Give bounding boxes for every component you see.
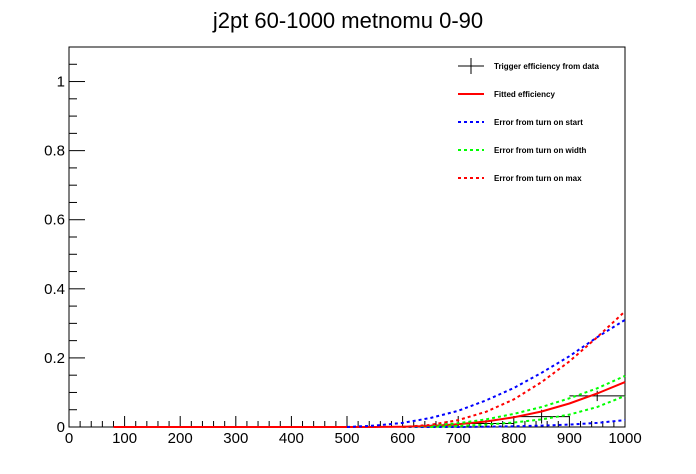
x-tick-label: 900	[557, 430, 582, 447]
series-layer	[107, 310, 626, 428]
series-line-2	[346, 319, 626, 428]
y-tick-label: 0.4	[44, 281, 65, 298]
x-tick-label: 1000	[608, 430, 641, 447]
plot-frame	[68, 46, 626, 428]
x-tick-label: 0	[65, 430, 73, 447]
series-line-4	[402, 374, 626, 428]
x-tick-label: 100	[112, 430, 137, 447]
legend-label: Fitted efficiency	[494, 90, 555, 99]
x-tick-label: 800	[501, 430, 526, 447]
legend-label: Trigger efficiency from data	[494, 62, 599, 71]
y-tick-label: 0.8	[44, 143, 65, 160]
legend-label: Error from turn on width	[494, 146, 587, 155]
legend-label: Error from turn on max	[494, 174, 582, 183]
x-tick-label: 700	[446, 430, 471, 447]
series-line-3	[402, 419, 626, 428]
y-tick-label: 0.6	[44, 212, 65, 229]
series-line-6	[402, 310, 626, 428]
legend: Trigger efficiency from data Fitted effic…	[458, 58, 599, 183]
x-tick-label: 600	[390, 430, 415, 447]
x-tick-label: 400	[279, 430, 304, 447]
axes: 0 100 200 300 400 500 600 700 800 900 1000 0 0.2 0.4 0…	[44, 46, 642, 447]
x-tick-label: 300	[223, 430, 248, 447]
series-line-5	[430, 394, 626, 428]
legend-label: Error from turn on start	[494, 118, 583, 127]
series-line-1	[113, 381, 626, 428]
x-tick-label: 200	[168, 430, 193, 447]
x-tick-label: 500	[334, 430, 359, 447]
chart-title: j2pt 60-1000 metnomu 0-90	[212, 8, 483, 33]
y-tick-label: 0.2	[44, 350, 65, 367]
y-tick-label: 1	[57, 74, 65, 91]
y-tick-label: 0	[57, 419, 65, 436]
